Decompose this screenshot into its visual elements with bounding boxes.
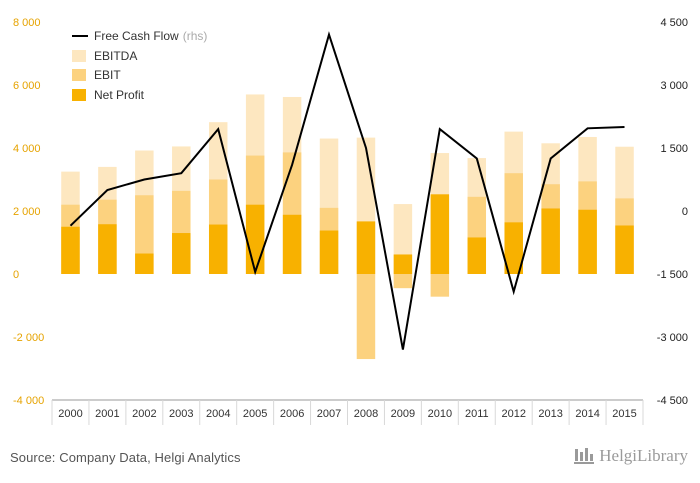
legend-free-cash-flow-suffix: (rhs) [183, 29, 208, 43]
x-axis-tick-label: 2002 [132, 408, 156, 420]
net-profit-bar [578, 209, 597, 274]
net-profit-bar [172, 233, 191, 274]
x-axis-tick-label: 2006 [280, 408, 304, 420]
x-axis-tick-label: 2010 [428, 408, 452, 420]
x-axis-tick-label: 2008 [354, 408, 378, 420]
x-axis-tick-label: 2013 [538, 408, 562, 420]
right-axis-tick-label: -3 000 [657, 332, 688, 344]
legend-ebitda-swatch [72, 50, 86, 62]
left-axis-tick-label: 4 000 [13, 143, 41, 155]
x-axis-tick-label: 2003 [169, 408, 193, 420]
right-axis-tick-label: 3 000 [660, 80, 688, 92]
brand-text: HelgiLibrary [599, 446, 688, 465]
net-profit-bar [467, 237, 487, 274]
net-profit-bar [541, 208, 560, 274]
x-axis-tick-label: 2007 [317, 408, 341, 420]
right-axis-tick-label: -1 500 [657, 269, 688, 281]
legend-ebit-label: EBIT [94, 68, 121, 82]
right-axis-tick-label: -4 500 [657, 395, 688, 407]
left-axis-tick-label: 0 [13, 269, 19, 281]
net-profit-bar [98, 224, 117, 274]
x-axis-tick-label: 2012 [501, 408, 525, 420]
x-axis-tick-label: 2004 [206, 408, 230, 420]
left-axis-tick-label: 2 000 [13, 206, 41, 218]
net-profit-bar [135, 253, 154, 274]
legend-net-profit-swatch [72, 89, 86, 101]
x-axis-tick-label: 2015 [612, 408, 636, 420]
legend-free-cash-flow-label: Free Cash Flow (rhs) [94, 29, 207, 43]
net-profit-bar [615, 225, 634, 274]
x-axis-tick-label: 2001 [95, 408, 119, 420]
brand-logo: HelgiLibrary [573, 446, 688, 466]
net-profit-bar [319, 230, 339, 274]
left-axis-tick-label: 8 000 [13, 17, 41, 29]
ebit-bar [430, 274, 450, 297]
helgi-library-icon [573, 447, 595, 465]
right-axis-tick-label: 0 [682, 206, 688, 218]
x-axis-tick-label: 2009 [391, 408, 415, 420]
x-axis-tick-label: 2014 [575, 408, 599, 420]
right-axis-tick-label: 1 500 [660, 143, 688, 155]
legend-net-profit-label: Net Profit [94, 88, 145, 102]
source-note: Source: Company Data, Helgi Analytics [10, 450, 241, 465]
left-axis-tick-label: -2 000 [13, 332, 44, 344]
net-profit-bar [393, 254, 413, 274]
net-profit-bar [504, 222, 523, 274]
net-profit-bar [282, 214, 302, 274]
net-profit-bar [430, 194, 450, 274]
legend-ebitda-label: EBITDA [94, 49, 137, 63]
net-profit-bar [208, 224, 228, 274]
free-cash-flow-line [69, 31, 625, 350]
left-axis-tick-label: -4 000 [13, 395, 44, 407]
net-profit-bar [61, 226, 80, 274]
net-profit-bar [245, 204, 265, 274]
ebit-bar [393, 274, 413, 289]
right-axis-tick-label: 4 500 [660, 17, 688, 29]
x-axis-tick-label: 2000 [58, 408, 82, 420]
legend-ebit-swatch [72, 69, 86, 81]
ebit-bar [356, 274, 376, 360]
x-axis-tick-label: 2011 [465, 408, 489, 420]
x-axis-tick-label: 2005 [243, 408, 267, 420]
net-profit-bar [356, 221, 376, 274]
left-axis-tick-label: 6 000 [13, 80, 41, 92]
